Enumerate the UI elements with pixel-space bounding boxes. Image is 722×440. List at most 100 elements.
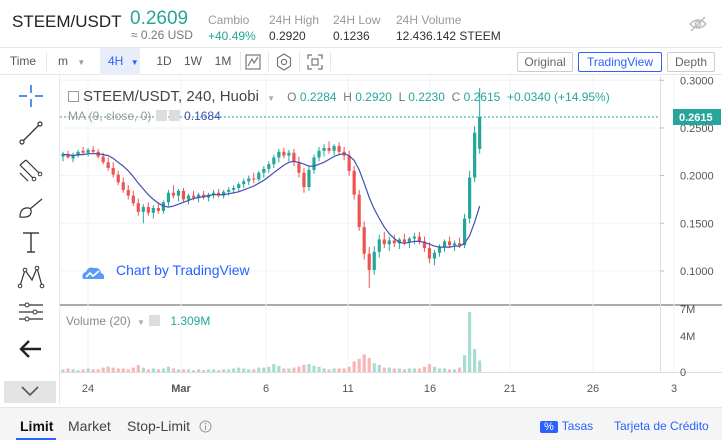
- close-icon[interactable]: [148, 315, 160, 326]
- view-depth-button[interactable]: Depth: [667, 52, 715, 72]
- high-value: 0.2920: [269, 29, 306, 43]
- info-icon[interactable]: [199, 420, 212, 433]
- pitchfork-icon[interactable]: [14, 155, 48, 185]
- ohlc-values: O 0.2284 H 0.2920 L 0.2230 C 0.2615 +0.0…: [287, 90, 610, 104]
- candle-body: [257, 172, 261, 180]
- settings-icon[interactable]: [275, 53, 293, 71]
- volume-bar: [66, 368, 70, 372]
- volume-bar: [227, 369, 231, 372]
- candle-body: [287, 152, 291, 156]
- candle-body: [307, 169, 311, 188]
- credit-card-link[interactable]: Tarjeta de Crédito: [614, 419, 709, 433]
- candle-body: [151, 208, 155, 213]
- volume-bar: [427, 364, 432, 372]
- candle-body: [387, 240, 391, 245]
- rates-link[interactable]: % Tasas: [540, 419, 593, 433]
- interval-1m[interactable]: 1M: [214, 54, 232, 68]
- volume-bar: [327, 369, 331, 372]
- tab-stop-limit[interactable]: Stop-Limit: [127, 418, 191, 434]
- candle-body: [302, 172, 306, 188]
- candle-body: [337, 146, 341, 152]
- candle-body: [322, 147, 326, 151]
- candle-body: [156, 208, 160, 211]
- pattern-icon[interactable]: [14, 262, 48, 292]
- candle-body: [232, 187, 236, 190]
- low-value: 0.1236: [333, 29, 370, 43]
- candle-body: [126, 189, 130, 196]
- ma-line: [63, 153, 481, 248]
- volume-bar: [302, 364, 306, 372]
- volume-bar: [186, 369, 191, 372]
- candle-type-icon[interactable]: [244, 53, 262, 71]
- volume-bar: [161, 368, 165, 372]
- price-tick-label: 0.2500: [680, 123, 714, 135]
- candle-body: [402, 239, 406, 243]
- volume-bar: [126, 369, 130, 372]
- candle-body: [427, 248, 432, 259]
- symbol-title[interactable]: STEEM/USDT, 240, Huobi: [83, 88, 259, 105]
- volume-legend[interactable]: Volume (20) ▼ 1.309M: [66, 314, 211, 328]
- trend-line-icon[interactable]: [14, 118, 48, 148]
- brush-icon[interactable]: [14, 193, 48, 223]
- candle-body: [181, 190, 186, 200]
- order-type-tabs: Limit Market Stop-Limit % Tasas Tarjeta d…: [0, 407, 722, 440]
- close-icon[interactable]: [168, 110, 180, 121]
- candle-body: [71, 155, 75, 159]
- back-arrow-icon[interactable]: [14, 334, 48, 364]
- volume-bar: [101, 367, 105, 372]
- price-chart[interactable]: 0.3000 0.2500 0.2000 0.1500 0.1000 0.2615 7M 4M…: [60, 75, 722, 404]
- volume-bar: [352, 361, 356, 372]
- view-original-button[interactable]: Original: [517, 52, 573, 72]
- minutes-dropdown[interactable]: m ▼: [50, 48, 90, 75]
- volume-bar: [166, 366, 171, 372]
- pair-name[interactable]: STEEM/USDT: [12, 12, 122, 31]
- ma-legend[interactable]: MA (9, close, 0) 0.1684: [68, 109, 221, 123]
- crosshair-icon[interactable]: [14, 81, 48, 111]
- tab-market[interactable]: Market: [68, 418, 111, 434]
- candle-body: [252, 178, 256, 180]
- volume-bar: [463, 355, 467, 372]
- ticker-header: STEEM/USDT 0.2609 ≈ 0.26 USD Cambio +40.…: [0, 0, 722, 46]
- eye-off-icon[interactable]: [688, 16, 708, 32]
- volume-tick-label: 0: [680, 367, 686, 379]
- volume-bar: [377, 364, 381, 372]
- candle-body: [473, 132, 477, 178]
- last-price-badge: [673, 108, 721, 125]
- interval-1w[interactable]: 1W: [184, 54, 202, 68]
- low-label: 24H Low: [333, 13, 381, 27]
- candle-body: [247, 178, 251, 182]
- candle-body: [367, 253, 371, 270]
- volume-bar: [307, 364, 311, 372]
- candle-body: [212, 192, 216, 195]
- candle-body: [262, 168, 266, 173]
- candle-body: [111, 167, 115, 175]
- time-toggle[interactable]: Time: [9, 54, 37, 68]
- volume-bar: [146, 369, 150, 372]
- tab-limit[interactable]: Limit: [20, 418, 54, 434]
- text-icon[interactable]: [14, 227, 48, 257]
- interval-4h[interactable]: 4H ▼: [100, 48, 140, 75]
- usd-approx: ≈ 0.26 USD: [131, 28, 193, 42]
- interval-4h-label: 4H: [108, 54, 124, 68]
- candle-body: [146, 207, 150, 213]
- volume-bar: [337, 368, 341, 372]
- tradingview-branding[interactable]: Chart by TradingView: [116, 262, 250, 278]
- candle-body: [437, 247, 442, 253]
- volume-bar: [262, 367, 266, 372]
- volume-bar: [432, 366, 437, 372]
- settings-icon[interactable]: [155, 110, 167, 121]
- volume-bar: [252, 369, 256, 372]
- measure-icon[interactable]: [14, 297, 48, 327]
- candle-body: [101, 156, 105, 163]
- volume-tick-label: 7M: [680, 304, 695, 316]
- toolbar-collapse-button[interactable]: [4, 381, 56, 403]
- interval-1d[interactable]: 1D: [156, 54, 172, 68]
- candlesticks: [61, 87, 482, 289]
- view-tradingview-button[interactable]: TradingView: [578, 52, 662, 72]
- chart-canvas[interactable]: 0.3000 0.2500 0.2000 0.1500 0.1000 0.2615 7M 4M…: [60, 75, 722, 404]
- time-tick-label: Mar: [171, 383, 191, 395]
- active-tab-indicator: [16, 438, 56, 440]
- volume-bar: [447, 369, 452, 372]
- fullscreen-icon[interactable]: [306, 53, 324, 71]
- candle-body: [442, 241, 447, 248]
